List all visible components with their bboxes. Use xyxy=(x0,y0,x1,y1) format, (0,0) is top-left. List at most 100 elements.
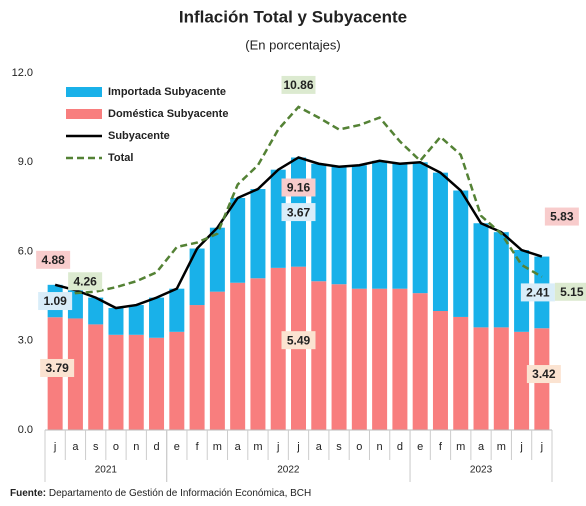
year-label: 2022 xyxy=(277,465,300,476)
bar xyxy=(169,331,185,430)
bar xyxy=(392,288,408,430)
x-tick-label: d xyxy=(397,441,403,453)
data-label-text: 2.41 xyxy=(526,286,550,300)
source-label: Fuente: xyxy=(10,488,46,499)
bar xyxy=(372,160,388,289)
data-label-bg xyxy=(281,75,316,94)
y-tick-label: 0.0 xyxy=(18,424,33,436)
x-tick-label: a xyxy=(235,441,242,453)
bar xyxy=(149,337,165,430)
legend-label: Total xyxy=(108,152,133,164)
bar xyxy=(392,163,408,289)
x-tick-label: j xyxy=(276,441,279,453)
data-label-bg xyxy=(281,331,316,350)
data-label: 5.49 xyxy=(281,331,316,350)
x-tick-label: n xyxy=(377,441,383,453)
bar xyxy=(108,334,124,430)
bar xyxy=(473,327,489,430)
line xyxy=(54,156,543,310)
data-label-text: 3.67 xyxy=(287,205,311,219)
bar xyxy=(128,305,144,335)
bar xyxy=(351,288,367,430)
line xyxy=(54,105,543,305)
bar xyxy=(67,318,83,430)
bar xyxy=(209,227,225,292)
source-text: Departamento de Gestión de Información E… xyxy=(49,488,311,499)
legend-label: Doméstica Subyacente xyxy=(108,108,228,120)
data-label-text: 4.26 xyxy=(73,274,97,288)
x-tick-label: a xyxy=(316,441,323,453)
data-label-bg xyxy=(526,365,561,384)
bar xyxy=(149,297,165,338)
bar xyxy=(432,172,448,311)
bar xyxy=(189,305,205,430)
bar xyxy=(372,288,388,430)
data-label-text: 5.83 xyxy=(550,210,574,224)
chart-subtitle: (En porcentajes) xyxy=(245,37,340,52)
x-tick-label: o xyxy=(113,441,119,453)
x-tick-label: o xyxy=(356,441,362,453)
x-tick-label: e xyxy=(174,441,180,453)
data-label-text: 5.15 xyxy=(560,285,584,299)
bar xyxy=(412,293,428,430)
bar xyxy=(331,166,347,285)
bar xyxy=(493,327,509,430)
data-label: 10.86 xyxy=(281,75,316,94)
data-label-bg xyxy=(40,358,75,377)
data-label-text: 3.42 xyxy=(532,367,556,381)
legend-swatch xyxy=(66,109,102,119)
y-tick-label: 12.0 xyxy=(12,67,33,79)
bar xyxy=(311,281,327,430)
data-label-bg xyxy=(544,207,579,226)
data-label-text: 4.88 xyxy=(41,253,65,267)
data-label-bg xyxy=(281,203,316,222)
x-tick-label: j xyxy=(519,441,522,453)
x-tick-label: d xyxy=(153,441,159,453)
bar xyxy=(209,291,225,430)
bar xyxy=(331,284,347,430)
x-tick-label: j xyxy=(296,441,299,453)
data-label-bg xyxy=(38,292,73,311)
data-label: 9.16 xyxy=(281,178,316,197)
data-label: 1.09 xyxy=(38,292,73,311)
x-tick-label: a xyxy=(72,441,79,453)
data-label-bg xyxy=(68,272,103,291)
data-label: 4.26 xyxy=(68,272,103,291)
y-tick-label: 6.0 xyxy=(18,245,33,257)
bar xyxy=(230,197,246,283)
x-tick-label: f xyxy=(439,441,443,453)
bar xyxy=(453,316,469,430)
data-label-bg xyxy=(520,283,555,302)
bar xyxy=(493,232,509,328)
y-tick-label: 9.0 xyxy=(18,156,33,168)
legend-label: Importada Subyacente xyxy=(108,86,226,98)
legend-label: Subyacente xyxy=(108,130,170,142)
x-tick-label: m xyxy=(253,441,262,453)
bar xyxy=(128,334,144,430)
data-label: 2.41 xyxy=(520,283,555,302)
y-tick-label: 3.0 xyxy=(18,335,33,347)
data-label-bg xyxy=(554,282,586,301)
x-tick-label: s xyxy=(93,441,99,453)
x-tick-label: m xyxy=(497,441,506,453)
bar xyxy=(250,278,266,430)
bar xyxy=(189,248,205,306)
data-label-bg xyxy=(281,178,316,197)
x-tick-label: a xyxy=(478,441,485,453)
source: Fuente: Departamento de Gestión de Infor… xyxy=(10,488,311,499)
bar xyxy=(473,223,489,328)
x-tick-label: j xyxy=(540,441,543,453)
bar xyxy=(108,308,124,335)
data-label-text: 10.86 xyxy=(283,78,313,92)
data-label: 5.83 xyxy=(544,207,579,226)
bar xyxy=(88,324,104,430)
x-tick-label: m xyxy=(213,441,222,453)
x-tick-label: j xyxy=(53,441,56,453)
bar xyxy=(230,282,246,430)
data-label: 5.15 xyxy=(554,282,586,301)
x-tick-label: m xyxy=(456,441,465,453)
legend-swatch xyxy=(66,87,102,97)
data-label-bg xyxy=(36,250,71,269)
bar xyxy=(351,165,367,289)
